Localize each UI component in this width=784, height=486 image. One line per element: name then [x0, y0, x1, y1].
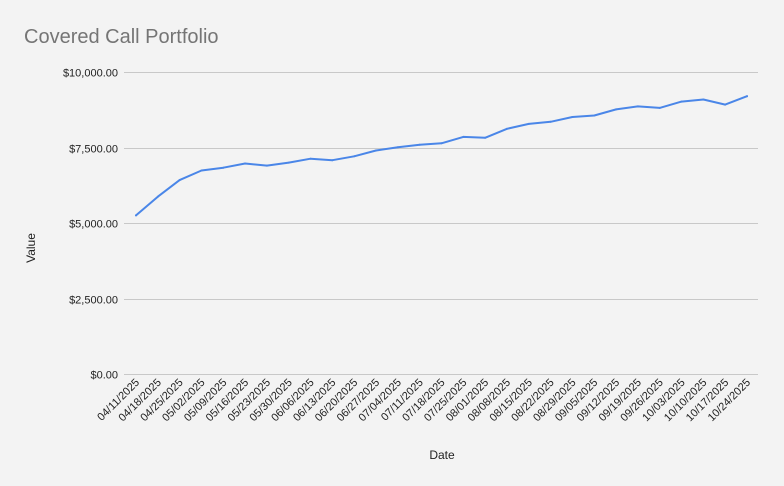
data-point-26: [702, 98, 705, 101]
y-tick-label-1: $2,500.00: [69, 295, 118, 307]
y-tick-label-2: $5,000.00: [69, 219, 118, 231]
data-point-2: [178, 179, 181, 182]
chart-title: Covered Call Portfolio: [24, 26, 219, 48]
data-point-12: [396, 146, 399, 149]
data-point-7: [287, 161, 290, 164]
y-tick-label-0: $0.00: [90, 370, 118, 382]
data-point-23: [636, 105, 639, 108]
data-point-22: [615, 108, 618, 111]
y-tick-label-3: $7,500.00: [69, 144, 118, 156]
data-point-8: [309, 157, 312, 160]
data-point-6: [265, 164, 268, 167]
data-point-19: [549, 120, 552, 123]
data-point-1: [156, 195, 159, 198]
data-point-5: [244, 162, 247, 165]
data-point-0: [135, 214, 137, 217]
y-tick-label-4: $10,000.00: [63, 68, 118, 80]
data-point-15: [462, 135, 465, 138]
data-point-28: [746, 95, 748, 98]
data-point-3: [200, 169, 203, 172]
data-point-20: [571, 116, 574, 118]
x-axis-ticks: 04/11/202504/18/202504/25/202505/02/2025…: [95, 377, 753, 424]
series-line-0: [135, 95, 748, 217]
data-point-17: [506, 127, 508, 130]
data-point-25: [680, 100, 683, 103]
data-point-24: [658, 106, 661, 109]
gridlines: [124, 72, 758, 375]
data-point-4: [222, 166, 225, 169]
data-point-11: [375, 149, 377, 152]
data-point-13: [418, 143, 421, 146]
series-layer: [135, 95, 748, 217]
x-axis-label: Date: [429, 448, 455, 462]
data-point-16: [484, 136, 487, 139]
data-point-18: [527, 122, 530, 125]
data-point-9: [331, 159, 334, 162]
data-point-10: [353, 155, 356, 158]
data-point-27: [724, 103, 727, 106]
y-axis-ticks: $0.00 $2,500.00 $5,000.00 $7,500.00 $10,000.…: [63, 68, 118, 382]
y-axis-label: Value: [24, 233, 38, 263]
data-point-14: [440, 142, 443, 145]
data-point-21: [593, 114, 596, 117]
